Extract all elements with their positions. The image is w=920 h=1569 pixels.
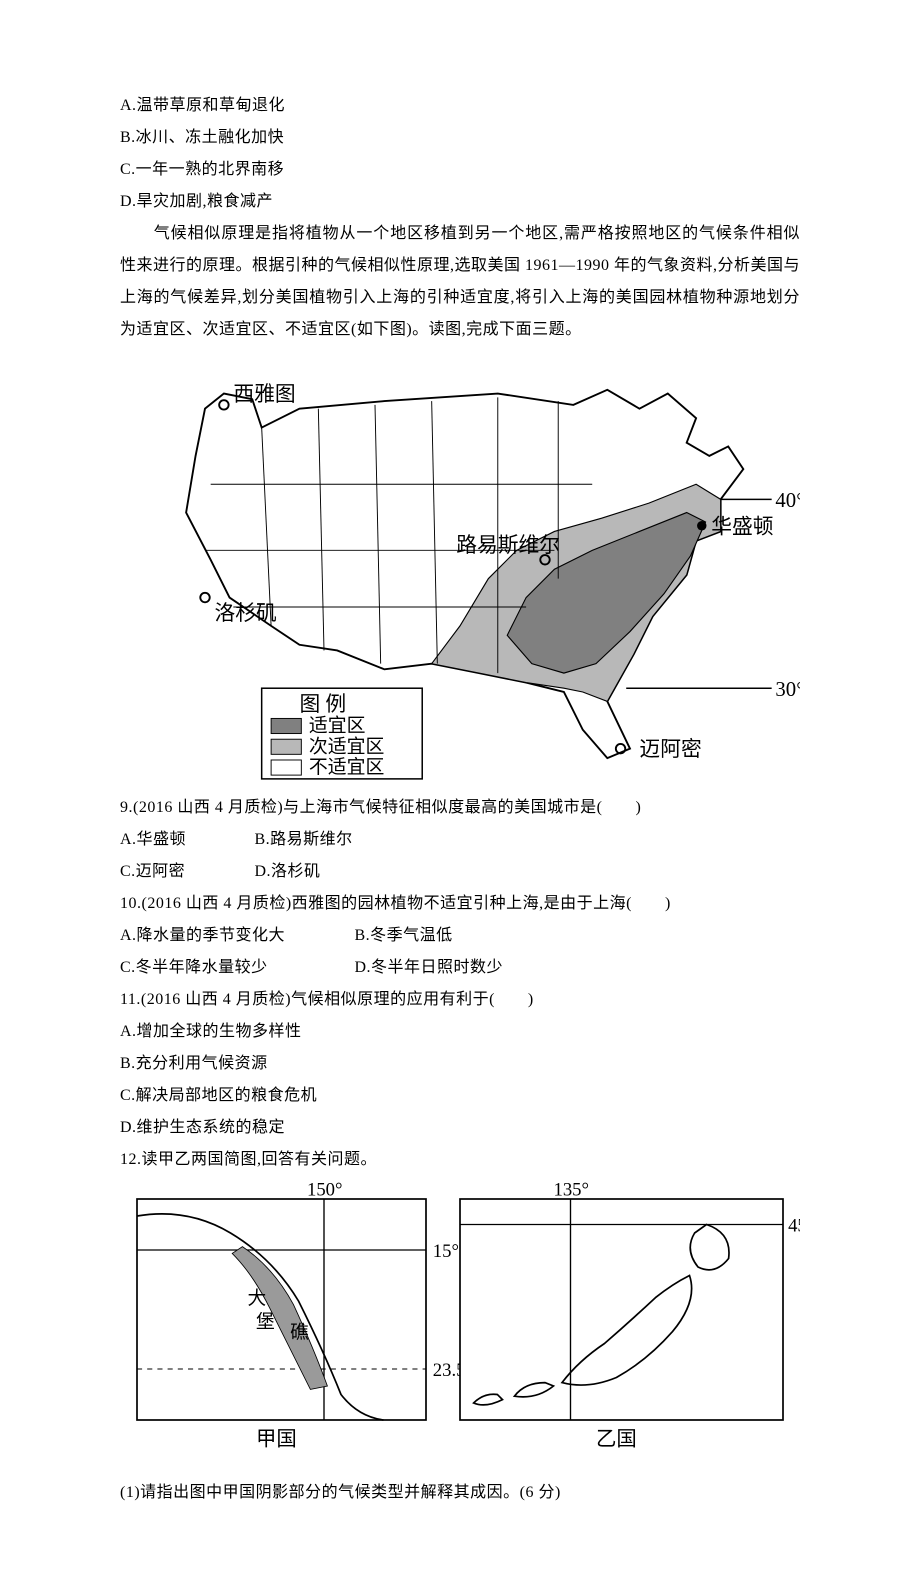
q12-sub1: (1)请指出图中甲国阴影部分的气候类型并解释其成因。(6 分) [120, 1477, 800, 1509]
reef-label-2: 堡 [256, 1313, 275, 1334]
city-louis: 路易斯维尔 [456, 534, 560, 557]
two-country-figure: 150° 15° 23.5° 大 堡 礁 甲国 135° 45° 乙国 [120, 1182, 800, 1471]
q9-row1: A.华盛顿 B.路易斯维尔 [120, 824, 800, 856]
q12-stem: 12.读甲乙两国简图,回答有关问题。 [120, 1144, 800, 1176]
q11-d: D.维护生态系统的稳定 [120, 1112, 800, 1144]
left-lon: 150° [307, 1182, 343, 1201]
q10-d: D.冬半年日照时数少 [355, 952, 504, 984]
q8-option-b: B.冰川、冻土融化加快 [120, 122, 800, 154]
legend-title: 图 例 [299, 693, 346, 716]
lat40-label: 40° [775, 489, 800, 512]
reef-label-1: 大 [247, 1289, 266, 1310]
q11-c: C.解决局部地区的粮食危机 [120, 1080, 800, 1112]
q11-b: B.充分利用气候资源 [120, 1048, 800, 1080]
q11-stem: 11.(2016 山西 4 月质检)气候相似原理的应用有利于( ) [120, 984, 800, 1016]
q11-a: A.增加全球的生物多样性 [120, 1016, 800, 1048]
right-lat45: 45° [788, 1216, 800, 1237]
us-map-figure: 40° 30° 西雅图 洛杉矶 路易斯维尔 华盛顿 迈阿密 图 例 适宜区 次适… [120, 352, 800, 786]
city-wash: 华盛顿 [711, 515, 773, 538]
city-la: 洛杉矶 [214, 602, 276, 625]
left-lat15: 15° [433, 1241, 459, 1262]
q9-d: D.洛杉矶 [255, 856, 321, 888]
q10-a: A.降水量的季节变化大 [120, 920, 350, 952]
legend-unsuit: 不适宜区 [309, 756, 385, 778]
q10-c: C.冬半年降水量较少 [120, 952, 350, 984]
q10-row1: A.降水量的季节变化大 B.冬季气温低 [120, 920, 800, 952]
q8-option-c: C.一年一熟的北界南移 [120, 154, 800, 186]
reef-label-3: 礁 [290, 1323, 309, 1344]
right-country-label: 乙国 [596, 1429, 637, 1451]
right-lon: 135° [554, 1182, 590, 1201]
q9-c: C.迈阿密 [120, 856, 250, 888]
legend-suit: 适宜区 [309, 715, 366, 737]
q9-a: A.华盛顿 [120, 824, 250, 856]
q8-option-a: A.温带草原和草甸退化 [120, 90, 800, 122]
lat30-label: 30° [775, 678, 800, 701]
city-miami: 迈阿密 [639, 738, 701, 761]
q9-stem: 9.(2016 山西 4 月质检)与上海市气候特征相似度最高的美国城市是( ) [120, 792, 800, 824]
q8-option-d: D.旱灾加剧,粮食减产 [120, 186, 800, 218]
q9-row2: C.迈阿密 D.洛杉矶 [120, 856, 800, 888]
q10-b: B.冬季气温低 [355, 920, 453, 952]
q9-b: B.路易斯维尔 [255, 824, 353, 856]
legend-subsuit: 次适宜区 [309, 735, 385, 757]
passage-text: 气候相似原理是指将植物从一个地区移植到另一个地区,需严格按照地区的气候条件相似性… [120, 218, 800, 346]
q10-stem: 10.(2016 山西 4 月质检)西雅图的园林植物不适宜引种上海,是由于上海(… [120, 888, 800, 920]
q10-row2: C.冬半年降水量较少 D.冬半年日照时数少 [120, 952, 800, 984]
left-country-label: 甲国 [256, 1429, 297, 1451]
city-seattle: 西雅图 [233, 383, 295, 406]
